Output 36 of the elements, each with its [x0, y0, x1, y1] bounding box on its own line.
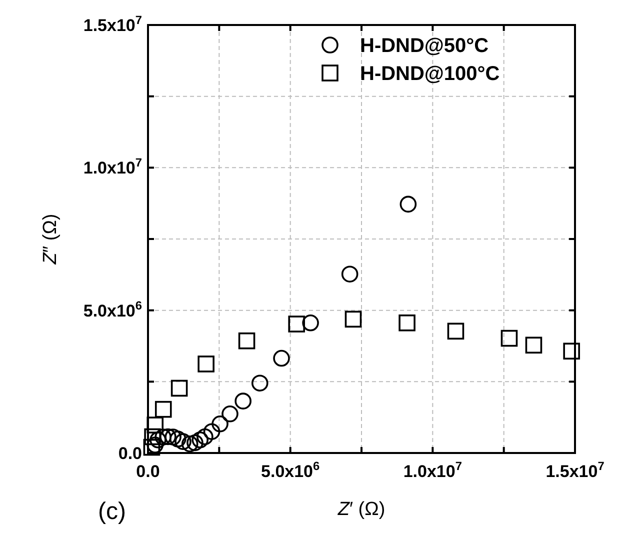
point: [170, 380, 188, 397]
y-tick-label: 5.0x10$^{6}$: [83, 298, 142, 320]
legend-label: H-DND@50°C: [360, 35, 489, 57]
point: [500, 330, 518, 347]
point: [144, 428, 161, 446]
x-tick-label: 0.0: [136, 462, 160, 481]
x-tick-label: 1.0x10$^{7}$: [403, 459, 462, 481]
point: [222, 406, 238, 422]
y-axis-title: Z″ (Ω): [40, 214, 61, 266]
point: [398, 314, 416, 332]
point: [196, 428, 214, 446]
y-tick-label: 0.0: [118, 444, 142, 463]
point: [203, 423, 220, 440]
point: [344, 310, 362, 328]
point: [154, 400, 172, 418]
y-tick-label: 1.5x10$^{7}$: [83, 13, 142, 35]
y-tick-label: 1.0x10$^{7}$: [83, 156, 142, 178]
point: [238, 332, 256, 350]
legend-label: H-DND@100°C: [360, 63, 500, 85]
point: [251, 374, 268, 392]
point: [447, 322, 464, 340]
point: [525, 336, 542, 354]
x-axis-title: Z′ (Ω): [336, 499, 386, 520]
point: [198, 356, 214, 372]
point: [273, 350, 290, 367]
point: [212, 415, 228, 432]
point: [341, 266, 358, 282]
point: [400, 196, 417, 213]
point: [288, 316, 305, 332]
point: [302, 314, 319, 332]
point: [143, 438, 160, 456]
point: [563, 342, 580, 360]
x-tick-label: 1.5x10$^{7}$: [546, 459, 605, 481]
text: (c): [98, 498, 126, 525]
x-tick-label: 5.0x10$^{6}$: [261, 459, 320, 481]
point: [234, 392, 252, 410]
